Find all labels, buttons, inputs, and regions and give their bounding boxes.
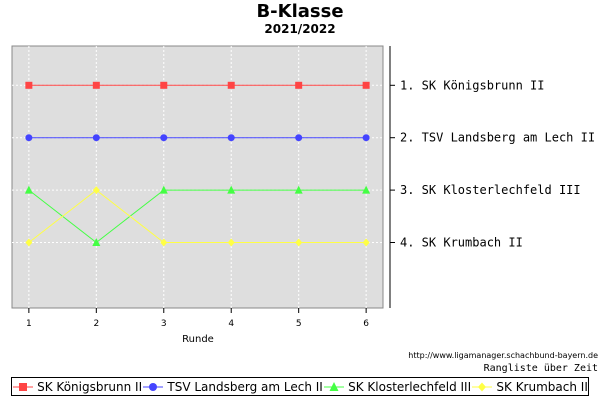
data-point [92, 81, 100, 89]
circle-marker-icon [143, 382, 164, 391]
rank-label: 4. SK Krumbach II [400, 236, 523, 250]
x-axis: 1 2 3 4 5 6 [26, 308, 369, 329]
legend-label: SK Klosterlechfeld III [348, 379, 472, 394]
data-point [362, 185, 371, 194]
x-axis-label: Runde [182, 334, 214, 345]
data-point [92, 186, 100, 195]
data-point [294, 185, 303, 194]
data-point [25, 238, 33, 247]
x-tick-label: 4 [228, 319, 234, 329]
data-point [92, 134, 100, 142]
legend-label: SK Krumbach II [496, 379, 588, 394]
rank-label: 1. SK Königsbrunn II [400, 78, 545, 92]
legend-item: SK Königsbrunn II [12, 380, 142, 394]
legend-item: SK Klosterlechfeld III [323, 380, 471, 394]
legend-item: SK Krumbach II [471, 379, 588, 394]
series-line [28, 189, 367, 243]
x-tick-label: 3 [161, 319, 167, 329]
data-point [24, 185, 33, 194]
data-point [362, 81, 370, 89]
triangle-marker-icon [324, 381, 345, 391]
series-markers [24, 81, 371, 247]
legend-marker [19, 382, 28, 391]
data-point [25, 134, 33, 142]
data-point [227, 185, 236, 194]
source-url: http://www.ligamanager.schachbund-bayern… [408, 351, 598, 360]
chart-title: B-Klasse [256, 1, 344, 22]
series-line [28, 189, 367, 244]
legend: SK Königsbrunn II TSV Landsberg am Lech I… [11, 377, 589, 396]
data-point [362, 238, 370, 247]
data-point [295, 81, 303, 89]
x-tick-label: 6 [363, 319, 369, 329]
chart-subtitle: 2021/2022 [264, 22, 336, 36]
data-point [159, 185, 168, 194]
legend-label: TSV Landsberg am Lech II [167, 379, 323, 394]
line-chart: 1 2 3 4 5 6 1. SK Königsbrunn II 2. TSV Landsb… [11, 45, 595, 345]
series-lines [28, 84, 367, 244]
data-point [25, 81, 33, 89]
legend-marker [149, 382, 158, 391]
data-point [295, 238, 303, 247]
x-tick-label: 2 [93, 319, 99, 329]
rank-label: 3. SK Klosterlechfeld III [400, 183, 581, 197]
data-point [295, 134, 303, 142]
legend-marker [329, 381, 339, 391]
legend-item: TSV Landsberg am Lech II [142, 379, 323, 394]
rank-axis: 1. SK Königsbrunn II 2. TSV Landsberg am … [389, 46, 595, 308]
plot-area [11, 45, 384, 309]
x-tick-label: 1 [26, 319, 32, 329]
x-tick-label: 5 [296, 319, 302, 329]
data-point [227, 134, 235, 142]
data-point [227, 238, 235, 247]
rank-label: 2. TSV Landsberg am Lech II [400, 131, 595, 145]
data-point [362, 134, 370, 142]
data-point [92, 238, 101, 246]
data-point [160, 134, 168, 142]
legend-label: SK Königsbrunn II [37, 379, 143, 394]
chart-caption: Rangliste über Zeit [483, 363, 598, 374]
data-point [227, 81, 235, 89]
data-point [160, 81, 168, 89]
legend-marker [478, 382, 487, 391]
square-marker-icon [13, 382, 34, 391]
data-point [160, 238, 168, 247]
diamond-marker-icon [472, 382, 493, 391]
